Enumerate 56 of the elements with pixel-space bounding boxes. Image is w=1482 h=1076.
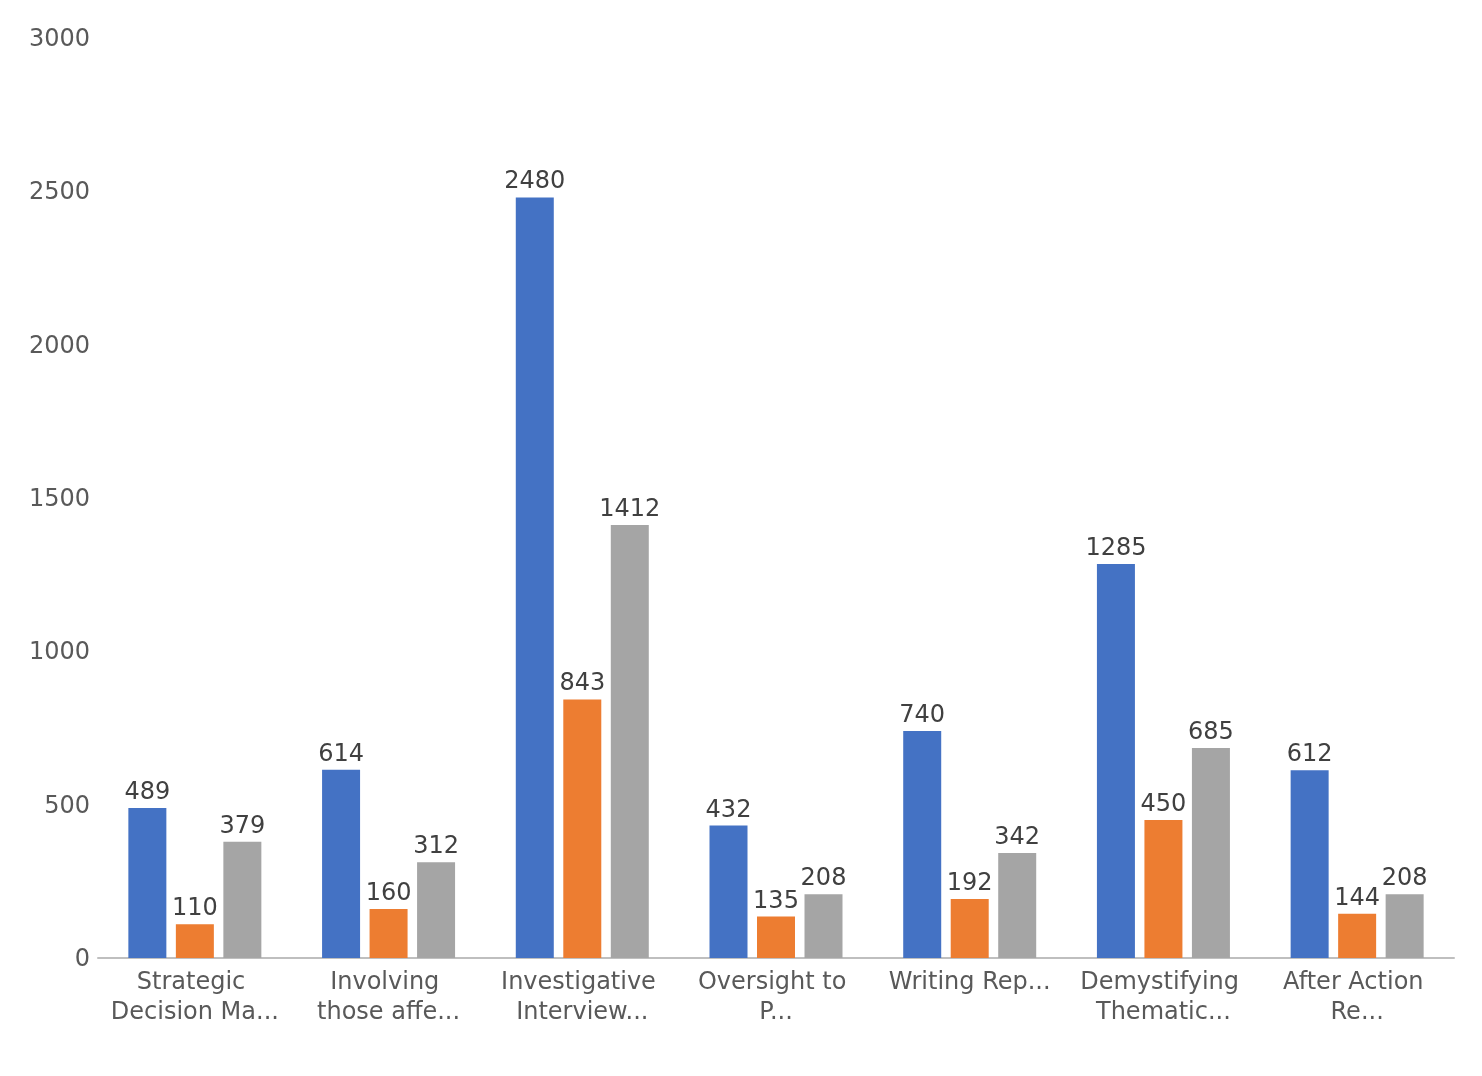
data-label: 612 — [1286, 739, 1333, 768]
y-tick-label: 2500 — [28, 177, 90, 206]
bar — [998, 853, 1037, 958]
data-label: 2480 — [504, 166, 566, 195]
bar — [223, 841, 262, 958]
data-label: 614 — [318, 738, 364, 767]
y-tick-label: 0 — [74, 944, 90, 972]
bar — [610, 524, 649, 958]
x-tick-label: Strategic Decision Ma... — [110, 967, 279, 1025]
bar — [1096, 563, 1135, 958]
data-label: 379 — [219, 810, 266, 839]
x-tick-label: Demystifying Thematic... — [1080, 967, 1247, 1025]
bar — [515, 197, 554, 958]
bar — [128, 808, 167, 958]
data-label: 208 — [800, 863, 847, 892]
data-label: 144 — [1334, 882, 1381, 911]
data-label: 342 — [994, 822, 1041, 851]
bar — [709, 825, 748, 958]
y-tick-label: 500 — [44, 790, 90, 819]
data-label: 1285 — [1085, 532, 1147, 561]
y-tick-label: 1000 — [28, 637, 90, 666]
bar — [950, 899, 989, 958]
bar — [175, 924, 214, 958]
y-tick-label: 1500 — [28, 484, 90, 512]
bar — [903, 731, 942, 958]
bar — [417, 862, 456, 958]
y-tick-label: 2000 — [28, 330, 90, 359]
bar — [757, 916, 795, 958]
data-label: 740 — [899, 700, 946, 729]
bar — [563, 699, 602, 958]
data-label: 312 — [413, 831, 459, 860]
bar — [804, 894, 843, 958]
x-tick-label: Writing Rep... — [888, 967, 1051, 995]
y-tick-label: 3000 — [28, 24, 90, 52]
bar — [322, 769, 361, 958]
x-tick-label: Oversight to P... — [697, 967, 855, 1025]
data-label: 1412 — [599, 493, 661, 522]
bar — [369, 908, 408, 958]
x-tick-label: After Action Re... — [1283, 967, 1432, 1025]
x-tick-label: Investigative Interview... — [501, 967, 664, 1025]
bar — [1385, 894, 1424, 958]
data-label: 160 — [365, 877, 412, 906]
data-label: 135 — [753, 885, 799, 914]
data-label: 843 — [559, 668, 606, 697]
bar — [1290, 770, 1329, 958]
bar — [1191, 747, 1230, 958]
data-label: 489 — [124, 777, 171, 806]
data-label: 110 — [171, 893, 218, 922]
x-tick-label: Involving those affe... — [317, 967, 461, 1025]
data-label: 450 — [1140, 789, 1187, 817]
data-label: 208 — [1381, 863, 1428, 892]
data-label: 685 — [1188, 716, 1234, 745]
bar — [1338, 913, 1377, 958]
data-label: 192 — [946, 868, 993, 897]
bar — [1144, 820, 1183, 958]
data-label: 432 — [705, 794, 752, 823]
